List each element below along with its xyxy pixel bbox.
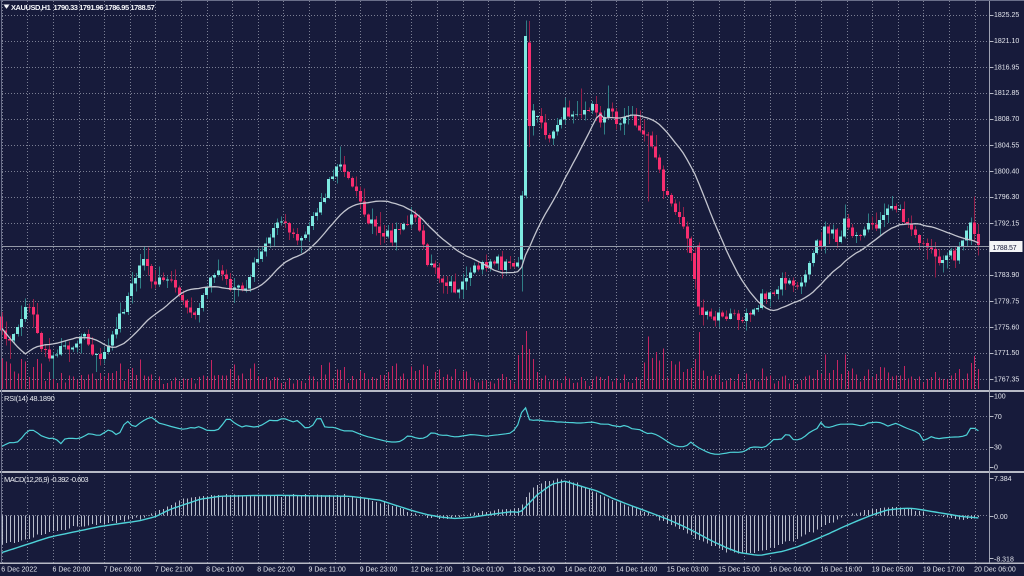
svg-text:7 Dec 09:00: 7 Dec 09:00 xyxy=(104,567,142,574)
svg-text:16 Dec 04:00: 16 Dec 04:00 xyxy=(769,567,811,574)
svg-text:70: 70 xyxy=(994,414,1002,421)
svg-text:1800.40: 1800.40 xyxy=(994,168,1019,175)
svg-text:8 Dec 10:00: 8 Dec 10:00 xyxy=(206,567,244,574)
svg-text:100: 100 xyxy=(994,394,1006,401)
svg-text:19 Dec 17:00: 19 Dec 17:00 xyxy=(923,567,965,574)
svg-text:1821.10: 1821.10 xyxy=(994,38,1019,45)
svg-text:1783.90: 1783.90 xyxy=(994,272,1019,279)
svg-text:-8.318: -8.318 xyxy=(994,556,1014,563)
svg-text:13 Dec 01:00: 13 Dec 01:00 xyxy=(462,567,504,574)
svg-text:1796.30: 1796.30 xyxy=(994,194,1019,201)
svg-text:30: 30 xyxy=(994,445,1002,452)
svg-text:7 Dec 21:00: 7 Dec 21:00 xyxy=(155,567,193,574)
svg-text:9 Dec 11:00: 9 Dec 11:00 xyxy=(309,567,346,574)
svg-text:XAUUSD,H1 1790.33 1791.96 178: XAUUSD,H1 1790.33 1791.96 1786.95 1788.5… xyxy=(11,3,155,12)
svg-text:1812.85: 1812.85 xyxy=(994,90,1019,97)
svg-text:15 Dec 15:00: 15 Dec 15:00 xyxy=(718,567,760,574)
svg-text:1788.57: 1788.57 xyxy=(993,245,1017,252)
svg-text:7.384: 7.384 xyxy=(994,476,1012,483)
svg-text:20 Dec 06:00: 20 Dec 06:00 xyxy=(974,567,1016,574)
svg-text:8 Dec 22:00: 8 Dec 22:00 xyxy=(257,567,295,574)
svg-text:0: 0 xyxy=(994,465,998,472)
svg-text:RSI(14) 48.1890: RSI(14) 48.1890 xyxy=(4,394,55,403)
svg-text:15 Dec 03:00: 15 Dec 03:00 xyxy=(667,567,709,574)
svg-text:6 Dec 2022: 6 Dec 2022 xyxy=(1,567,37,574)
svg-text:1804.55: 1804.55 xyxy=(994,142,1019,149)
svg-text:MACD(12,26,9) -0.392 -0.603: MACD(12,26,9) -0.392 -0.603 xyxy=(4,475,88,484)
svg-text:6 Dec 20:00: 6 Dec 20:00 xyxy=(53,567,91,574)
svg-text:1771.50: 1771.50 xyxy=(994,350,1019,357)
svg-text:13 Dec 13:00: 13 Dec 13:00 xyxy=(513,567,555,574)
svg-text:1825.25: 1825.25 xyxy=(994,12,1019,19)
svg-text:1775.60: 1775.60 xyxy=(994,324,1019,331)
svg-text:14 Dec 02:00: 14 Dec 02:00 xyxy=(565,567,607,574)
svg-text:19 Dec 05:00: 19 Dec 05:00 xyxy=(872,567,914,574)
svg-text:1767.35: 1767.35 xyxy=(994,376,1019,383)
svg-text:1779.75: 1779.75 xyxy=(994,298,1019,305)
svg-text:12 Dec 12:00: 12 Dec 12:00 xyxy=(411,567,453,574)
svg-text:16 Dec 16:00: 16 Dec 16:00 xyxy=(821,567,863,574)
svg-text:9 Dec 23:00: 9 Dec 23:00 xyxy=(360,567,398,574)
svg-text:1808.70: 1808.70 xyxy=(994,116,1019,123)
svg-text:0.00: 0.00 xyxy=(994,514,1008,521)
svg-text:1816.95: 1816.95 xyxy=(994,64,1019,71)
svg-text:1792.15: 1792.15 xyxy=(994,220,1019,227)
svg-text:14 Dec 14:00: 14 Dec 14:00 xyxy=(616,567,658,574)
